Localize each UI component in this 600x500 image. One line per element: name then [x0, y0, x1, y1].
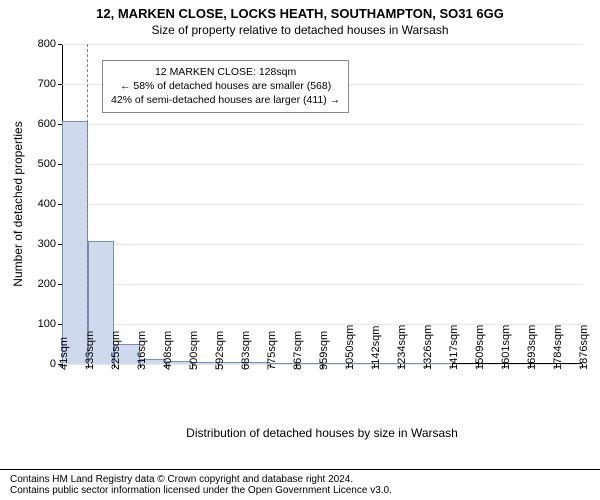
x-tick-label: 1326sqm: [422, 325, 434, 370]
x-tick-label: 1784sqm: [552, 325, 564, 370]
chart-container: 12, MARKEN CLOSE, LOCKS HEATH, SOUTHAMPT…: [0, 0, 600, 500]
y-tick-label: 100: [38, 318, 62, 330]
annotation-box: 12 MARKEN CLOSE: 128sqm← 58% of detached…: [102, 60, 349, 113]
y-axis-label: Number of detached properties: [11, 121, 25, 286]
y-tick-label: 200: [38, 278, 62, 290]
x-tick-label: 1693sqm: [526, 325, 538, 370]
y-tick-label: 400: [38, 198, 62, 210]
x-tick-label: 225sqm: [110, 331, 122, 370]
x-axis-label: Distribution of detached houses by size …: [186, 426, 458, 440]
annotation-line3: 42% of semi-detached houses are larger (…: [111, 93, 340, 107]
y-tick-label: 600: [38, 118, 62, 130]
x-tick-label: 959sqm: [318, 331, 330, 370]
x-tick-label: 775sqm: [266, 331, 278, 370]
x-tick-label: 408sqm: [162, 331, 174, 370]
x-tick-label: 500sqm: [188, 331, 200, 370]
footer-line-1: Contains HM Land Registry data © Crown c…: [10, 474, 590, 485]
y-tick-label: 300: [38, 238, 62, 250]
gridline: [62, 44, 582, 45]
x-tick-label: 1876sqm: [578, 325, 590, 370]
x-tick-label: 683sqm: [240, 331, 252, 370]
y-tick-label: 800: [38, 38, 62, 50]
x-tick-label: 1509sqm: [474, 325, 486, 370]
annotation-line1: 12 MARKEN CLOSE: 128sqm: [111, 65, 340, 79]
x-tick-label: 1601sqm: [500, 325, 512, 370]
attribution-footer: Contains HM Land Registry data © Crown c…: [0, 469, 600, 500]
gridline: [62, 124, 582, 125]
footer-line-2: Contains public sector information licen…: [10, 485, 590, 496]
y-tick-label: 700: [38, 78, 62, 90]
x-tick-label: 1142sqm: [370, 326, 382, 370]
gridline: [62, 284, 582, 285]
annotation-line2: ← 58% of detached houses are smaller (56…: [111, 79, 340, 93]
x-tick-label: 1417sqm: [448, 325, 460, 370]
property-marker-line: [87, 44, 88, 364]
plot-area: 010020030040050060070080041sqm133sqm225s…: [62, 44, 582, 364]
x-tick-label: 1050sqm: [344, 325, 356, 370]
y-tick-label: 500: [38, 158, 62, 170]
x-tick-label: 1234sqm: [396, 325, 408, 370]
gridline: [62, 244, 582, 245]
chart-title-main: 12, MARKEN CLOSE, LOCKS HEATH, SOUTHAMPT…: [0, 0, 600, 21]
histogram-bar: [62, 121, 88, 364]
x-tick-label: 867sqm: [292, 331, 304, 370]
gridline: [62, 204, 582, 205]
x-tick-label: 41sqm: [58, 337, 70, 370]
chart-title-sub: Size of property relative to detached ho…: [0, 21, 600, 37]
x-tick-label: 316sqm: [136, 331, 148, 370]
gridline: [62, 164, 582, 165]
x-tick-label: 592sqm: [214, 331, 226, 370]
